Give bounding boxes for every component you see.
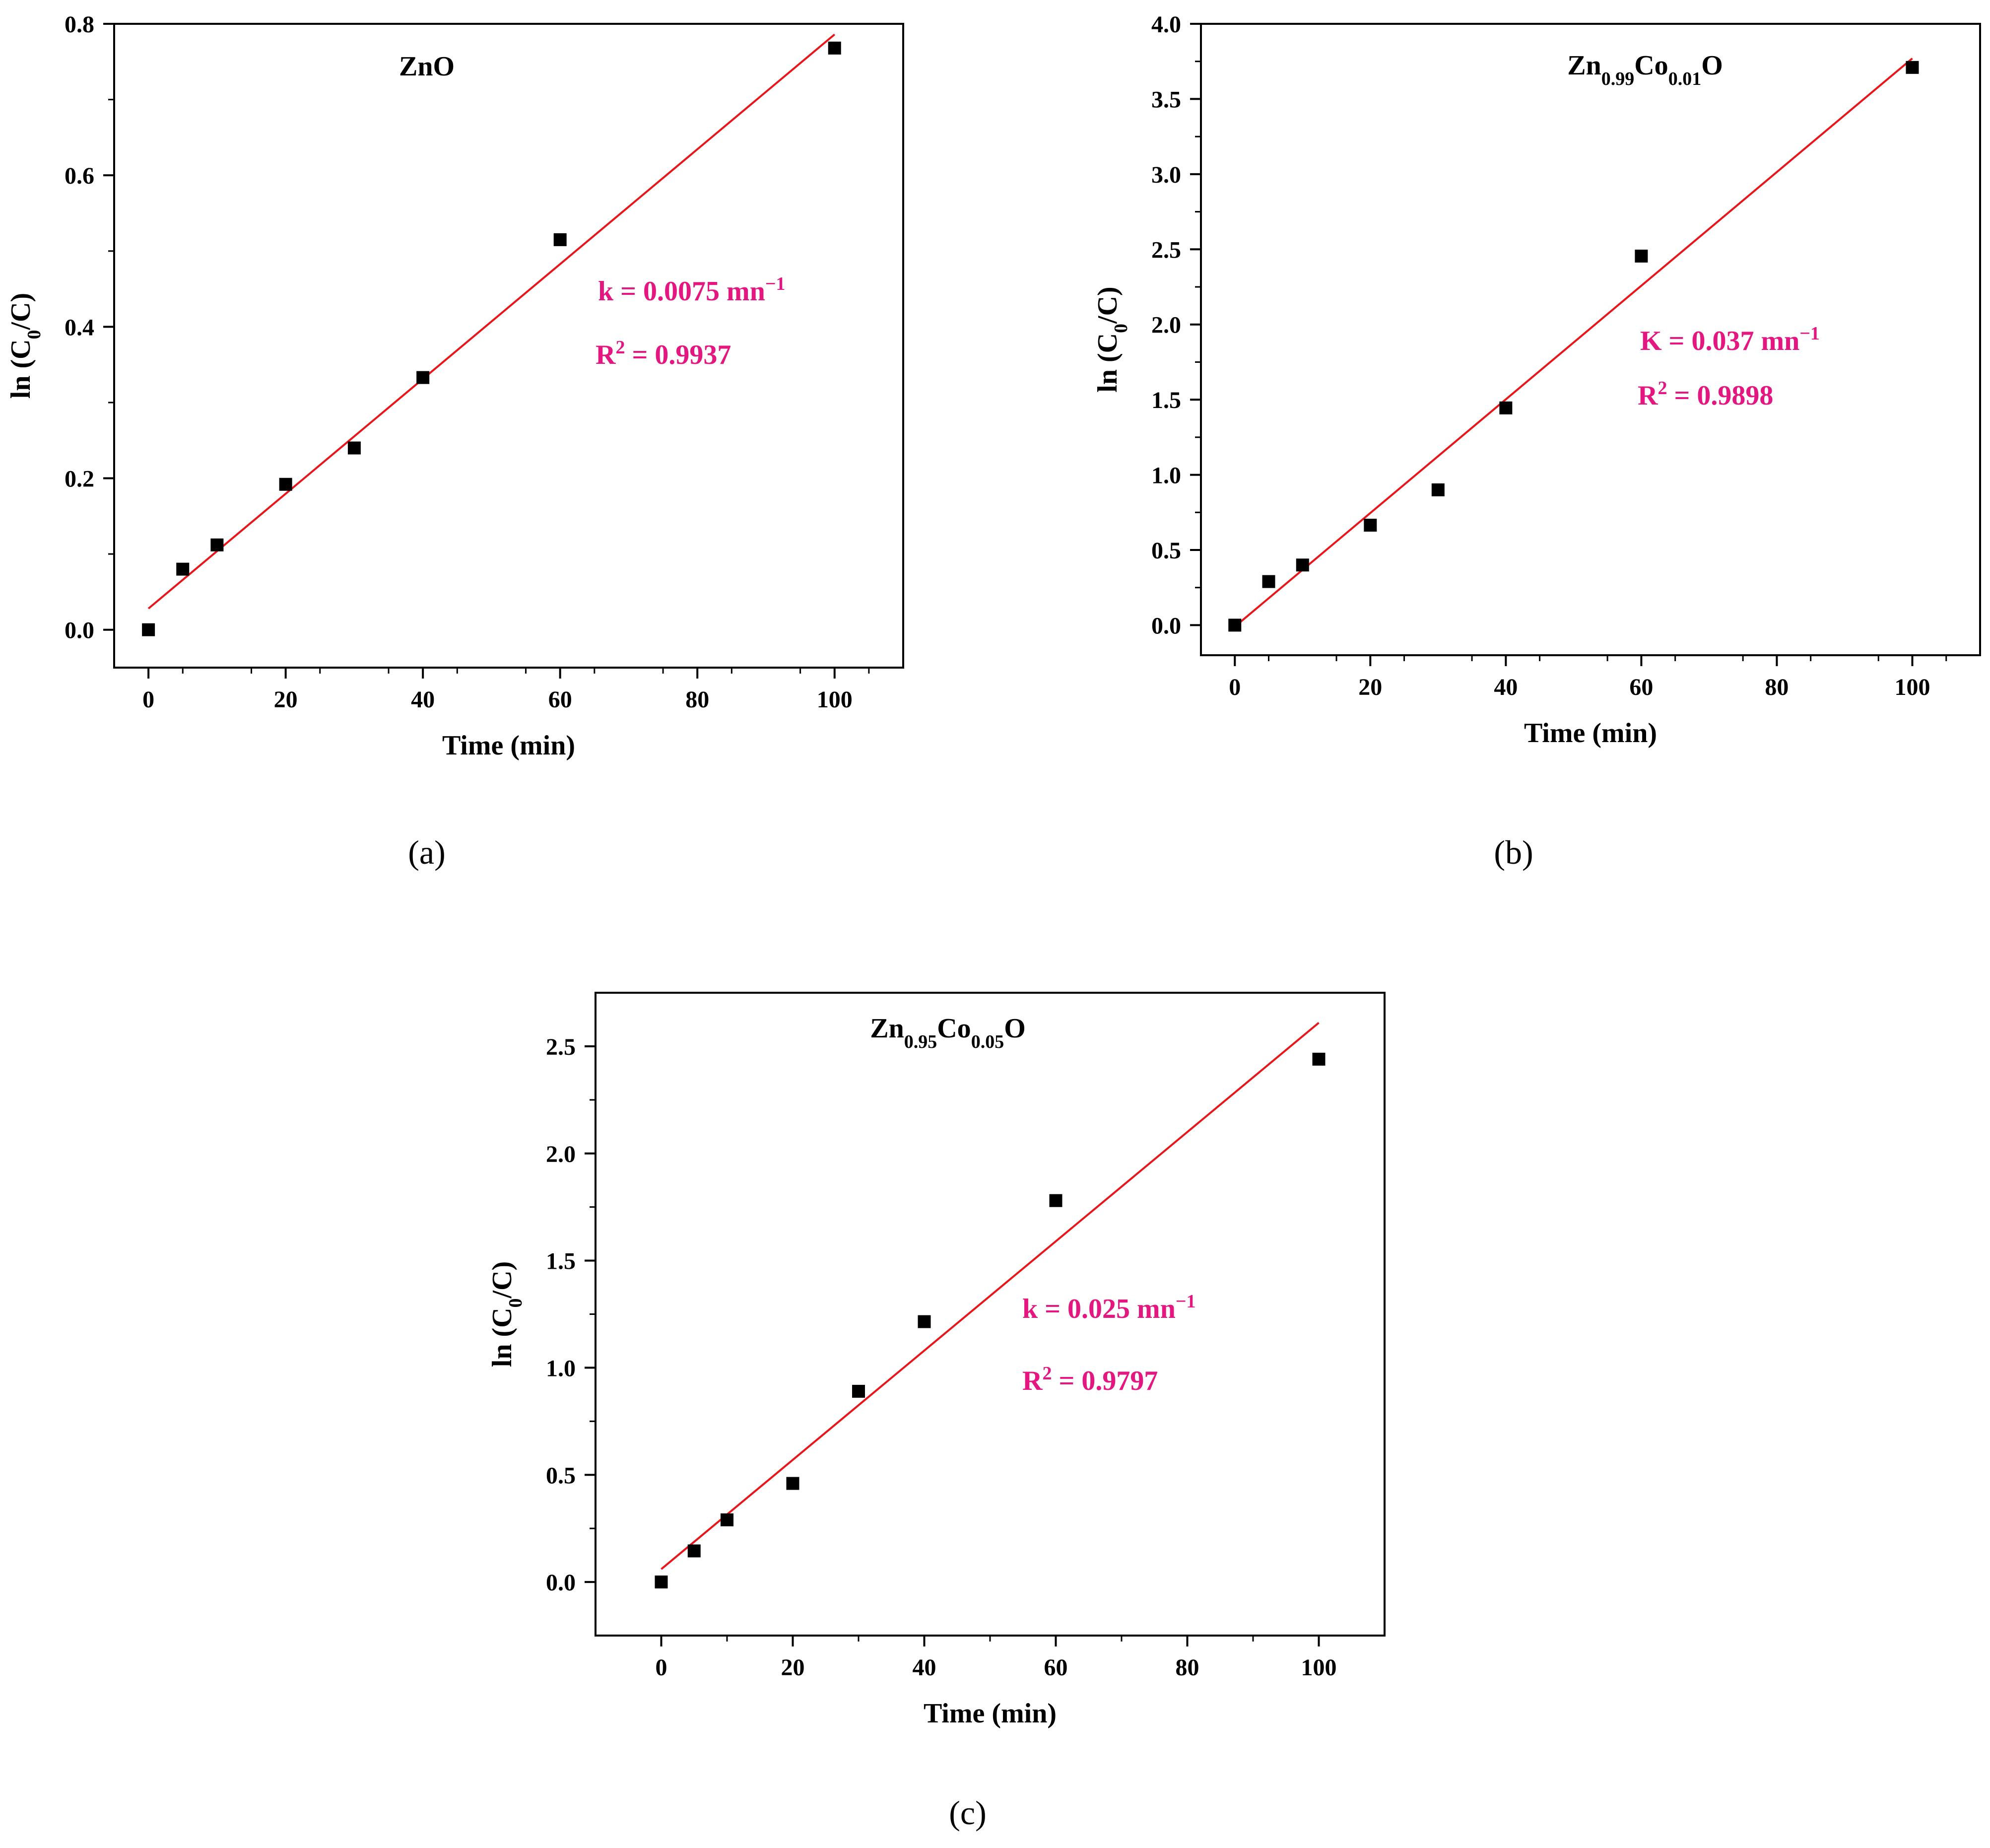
x-axis-title: Time (min): [1524, 718, 1657, 749]
data-point: [828, 41, 841, 55]
x-tick-label: 80: [685, 686, 709, 713]
y-tick-label: 3.0: [1151, 162, 1181, 188]
rate-constant-annotation: k = 0.025 mn−1: [1022, 1291, 1196, 1324]
data-point: [279, 478, 292, 491]
y-tick-label: 0.4: [65, 314, 94, 341]
x-tick-label: 0: [142, 686, 154, 713]
x-tick-label: 60: [1044, 1654, 1068, 1681]
data-point: [1431, 483, 1445, 496]
y-axis-title: ln (C0/C): [1092, 286, 1131, 392]
panel-c: 0 20 40 60 80 100 0.0 0.5 1.0 1.5 2.0 2.5 Time (min)…: [487, 992, 1386, 1832]
y-tick-label: 3.5: [1151, 86, 1181, 113]
x-tick-label: 20: [781, 1654, 805, 1681]
y-tick-label: 0.0: [65, 617, 94, 644]
data-point: [1262, 575, 1275, 588]
data-point: [347, 441, 361, 455]
data-point: [1906, 61, 1919, 74]
rate-constant-annotation: k = 0.0075 mn−1: [598, 274, 786, 307]
data-point: [1635, 249, 1648, 263]
data-point: [918, 1315, 931, 1328]
panel-label: (b): [1494, 833, 1533, 871]
x-tick-label: 100: [1894, 674, 1930, 700]
x-tick-label: 60: [548, 686, 572, 713]
x-tick-label: 0: [1229, 674, 1241, 700]
plot-frame: [113, 23, 904, 669]
x-tick-label: 40: [411, 686, 435, 713]
data-point: [687, 1544, 701, 1558]
y-tick-label: 0.5: [546, 1462, 576, 1489]
y-tick-label: 0.8: [65, 11, 94, 38]
y-tick-label: 2.0: [1151, 312, 1181, 339]
y-tick-label: 0.5: [1151, 538, 1181, 564]
y-tick-label: 1.5: [546, 1248, 576, 1275]
fit-line: [661, 1022, 1320, 1570]
data-point: [176, 562, 190, 576]
data-point: [1364, 519, 1377, 532]
y-tick-label: 0.0: [546, 1570, 576, 1596]
data-point: [1049, 1194, 1062, 1207]
x-tick-label: 60: [1629, 674, 1653, 700]
rate-constant-annotation: K = 0.037 mn−1: [1640, 323, 1820, 356]
y-tick-label: 2.5: [1151, 237, 1181, 263]
data-point: [416, 371, 430, 384]
r-squared-annotation: R2 = 0.9937: [596, 337, 731, 370]
panel-a: 0 20 40 60 80 100 0.0 0.2 0.4 0.6 0.8 Time (min) ln …: [5, 11, 904, 871]
x-tick-label: 0: [656, 1654, 667, 1681]
x-axis-title: Time (min): [442, 730, 575, 761]
data-point: [1296, 558, 1309, 572]
data-point: [1499, 401, 1513, 414]
fit-line: [1234, 58, 1913, 627]
panel-label: (c): [949, 1794, 986, 1832]
y-tick-label: 4.0: [1151, 11, 1181, 38]
data-point: [655, 1575, 668, 1589]
data-point: [1312, 1052, 1326, 1066]
y-tick-label: 1.0: [1151, 463, 1181, 489]
y-axis-title: ln (C0/C): [487, 1261, 526, 1367]
x-tick-label: 100: [1301, 1654, 1337, 1681]
data-point: [210, 538, 224, 551]
data-point: [721, 1513, 733, 1526]
data-point: [852, 1384, 865, 1398]
series-name: ZnO: [399, 51, 455, 82]
y-tick-label: 2.5: [546, 1034, 576, 1060]
y-tick-label: 1.5: [1151, 387, 1181, 413]
x-tick-label: 80: [1765, 674, 1789, 700]
y-tick-label: 0.6: [65, 163, 94, 189]
y-axis-title: ln (C0/C): [5, 293, 45, 399]
data-point: [1228, 618, 1242, 632]
x-tick-label: 80: [1176, 1654, 1199, 1681]
r-squared-annotation: R2 = 0.9898: [1638, 378, 1773, 411]
x-tick-label: 40: [913, 1654, 936, 1681]
x-tick-label: 100: [817, 686, 853, 713]
data-point: [786, 1477, 799, 1490]
fit-line: [147, 33, 836, 610]
y-tick-label: 2.0: [546, 1141, 576, 1167]
r-squared-annotation: R2 = 0.9797: [1022, 1363, 1158, 1396]
y-tick-label: 0.0: [1151, 613, 1181, 639]
x-tick-label: 40: [1494, 674, 1518, 700]
y-tick-label: 1.0: [546, 1355, 576, 1381]
x-tick-label: 20: [1358, 674, 1382, 700]
data-point: [553, 233, 567, 246]
series-name: Zn0.95Co0.05O: [870, 1013, 1026, 1052]
x-tick-label: 20: [274, 686, 298, 713]
data-point: [142, 623, 155, 636]
x-axis-title: Time (min): [924, 1698, 1057, 1729]
panel-b: 0 20 40 60 80 100 0.0 0.5 1.0 1.5 2.0 2.5 3.0 3.5 4.0 T…: [1092, 11, 1981, 871]
plot-frame: [1200, 23, 1981, 656]
series-name: Zn0.99Co0.01O: [1567, 50, 1723, 89]
y-tick-label: 0.2: [65, 466, 94, 492]
panel-label: (a): [408, 833, 445, 871]
